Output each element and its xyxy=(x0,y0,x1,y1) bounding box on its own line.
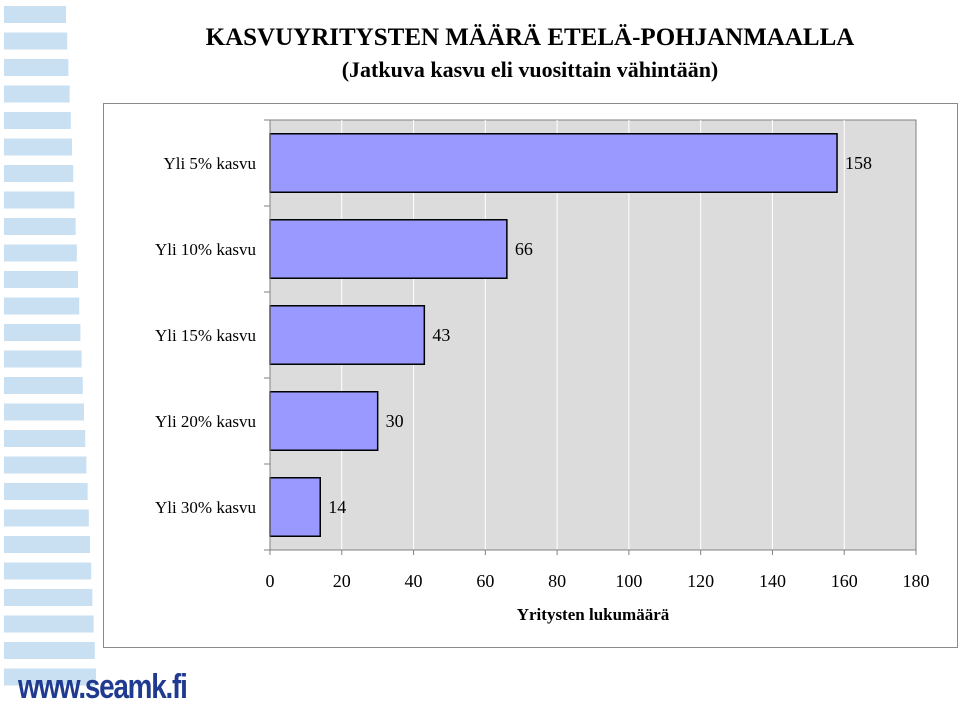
decor-stripe xyxy=(4,32,68,50)
decor-stripe xyxy=(4,218,76,235)
decorative-stripes xyxy=(4,6,96,686)
decor-stripe xyxy=(4,668,96,686)
data-label: 14 xyxy=(328,497,346,517)
x-tick-label: 0 xyxy=(266,571,275,591)
bar xyxy=(269,219,508,279)
decor-stripe xyxy=(4,377,83,394)
x-tick-label: 140 xyxy=(759,571,786,591)
decor-stripe xyxy=(4,112,71,129)
decor-stripe xyxy=(4,509,89,527)
x-tick-label: 80 xyxy=(548,571,566,591)
decor-stripe xyxy=(4,165,74,182)
x-tick-label: 100 xyxy=(615,571,642,591)
decor-stripe xyxy=(4,615,94,633)
brand-logo-text: www.seamk.fi xyxy=(18,668,188,706)
decor-stripe xyxy=(4,562,92,580)
x-tick-label: 180 xyxy=(903,571,930,591)
decor-stripe xyxy=(4,456,87,474)
x-tick-label: 40 xyxy=(405,571,423,591)
chart-title: KASVUYRITYSTEN MÄÄRÄ ETELÄ-POHJANMAALLA xyxy=(205,24,855,51)
x-tick-label: 60 xyxy=(476,571,494,591)
bar xyxy=(269,391,379,451)
decor-stripe xyxy=(4,350,82,368)
category-label: Yli 15% kasvu xyxy=(155,326,257,345)
decor-stripe xyxy=(4,589,93,606)
decor-stripe xyxy=(4,483,88,500)
category-label: Yli 20% kasvu xyxy=(155,412,257,431)
decor-stripe xyxy=(4,536,90,553)
decor-stripe xyxy=(4,191,75,209)
decor-stripe xyxy=(4,6,66,23)
bar xyxy=(269,305,426,365)
category-label: Yli 5% kasvu xyxy=(163,154,256,173)
x-tick-label: 160 xyxy=(831,571,858,591)
bar-chart: Yli 5% kasvu 158 Yli 10% kasvu 66 Yli 15% ka… xyxy=(155,119,930,624)
decor-stripe xyxy=(4,324,81,341)
category-label: Yli 10% kasvu xyxy=(155,240,257,259)
x-axis-title: Yritysten lukumäärä xyxy=(517,605,670,624)
chart-subtitle: (Jatkuva kasvu eli vuosittain vähintään) xyxy=(341,57,719,82)
decor-stripe xyxy=(4,297,80,315)
x-tick-label: 20 xyxy=(333,571,351,591)
data-label: 158 xyxy=(845,153,872,173)
category-label: Yli 30% kasvu xyxy=(155,498,257,517)
decor-stripe xyxy=(4,403,84,421)
data-label: 43 xyxy=(432,325,450,345)
decor-stripe xyxy=(4,244,77,262)
decor-stripe xyxy=(4,271,78,288)
decor-stripe xyxy=(4,430,86,447)
chart-area: Yli 5% kasvu 158 Yli 10% kasvu 66 Yli 15% ka… xyxy=(103,103,958,648)
bar xyxy=(269,477,321,537)
data-label: 66 xyxy=(515,239,533,259)
x-tick-label: 120 xyxy=(687,571,714,591)
decor-stripe xyxy=(4,138,72,156)
data-label: 30 xyxy=(386,411,404,431)
decor-stripe xyxy=(4,59,69,76)
decor-stripe xyxy=(4,85,70,103)
bar xyxy=(269,133,838,193)
decor-stripe xyxy=(4,642,95,659)
